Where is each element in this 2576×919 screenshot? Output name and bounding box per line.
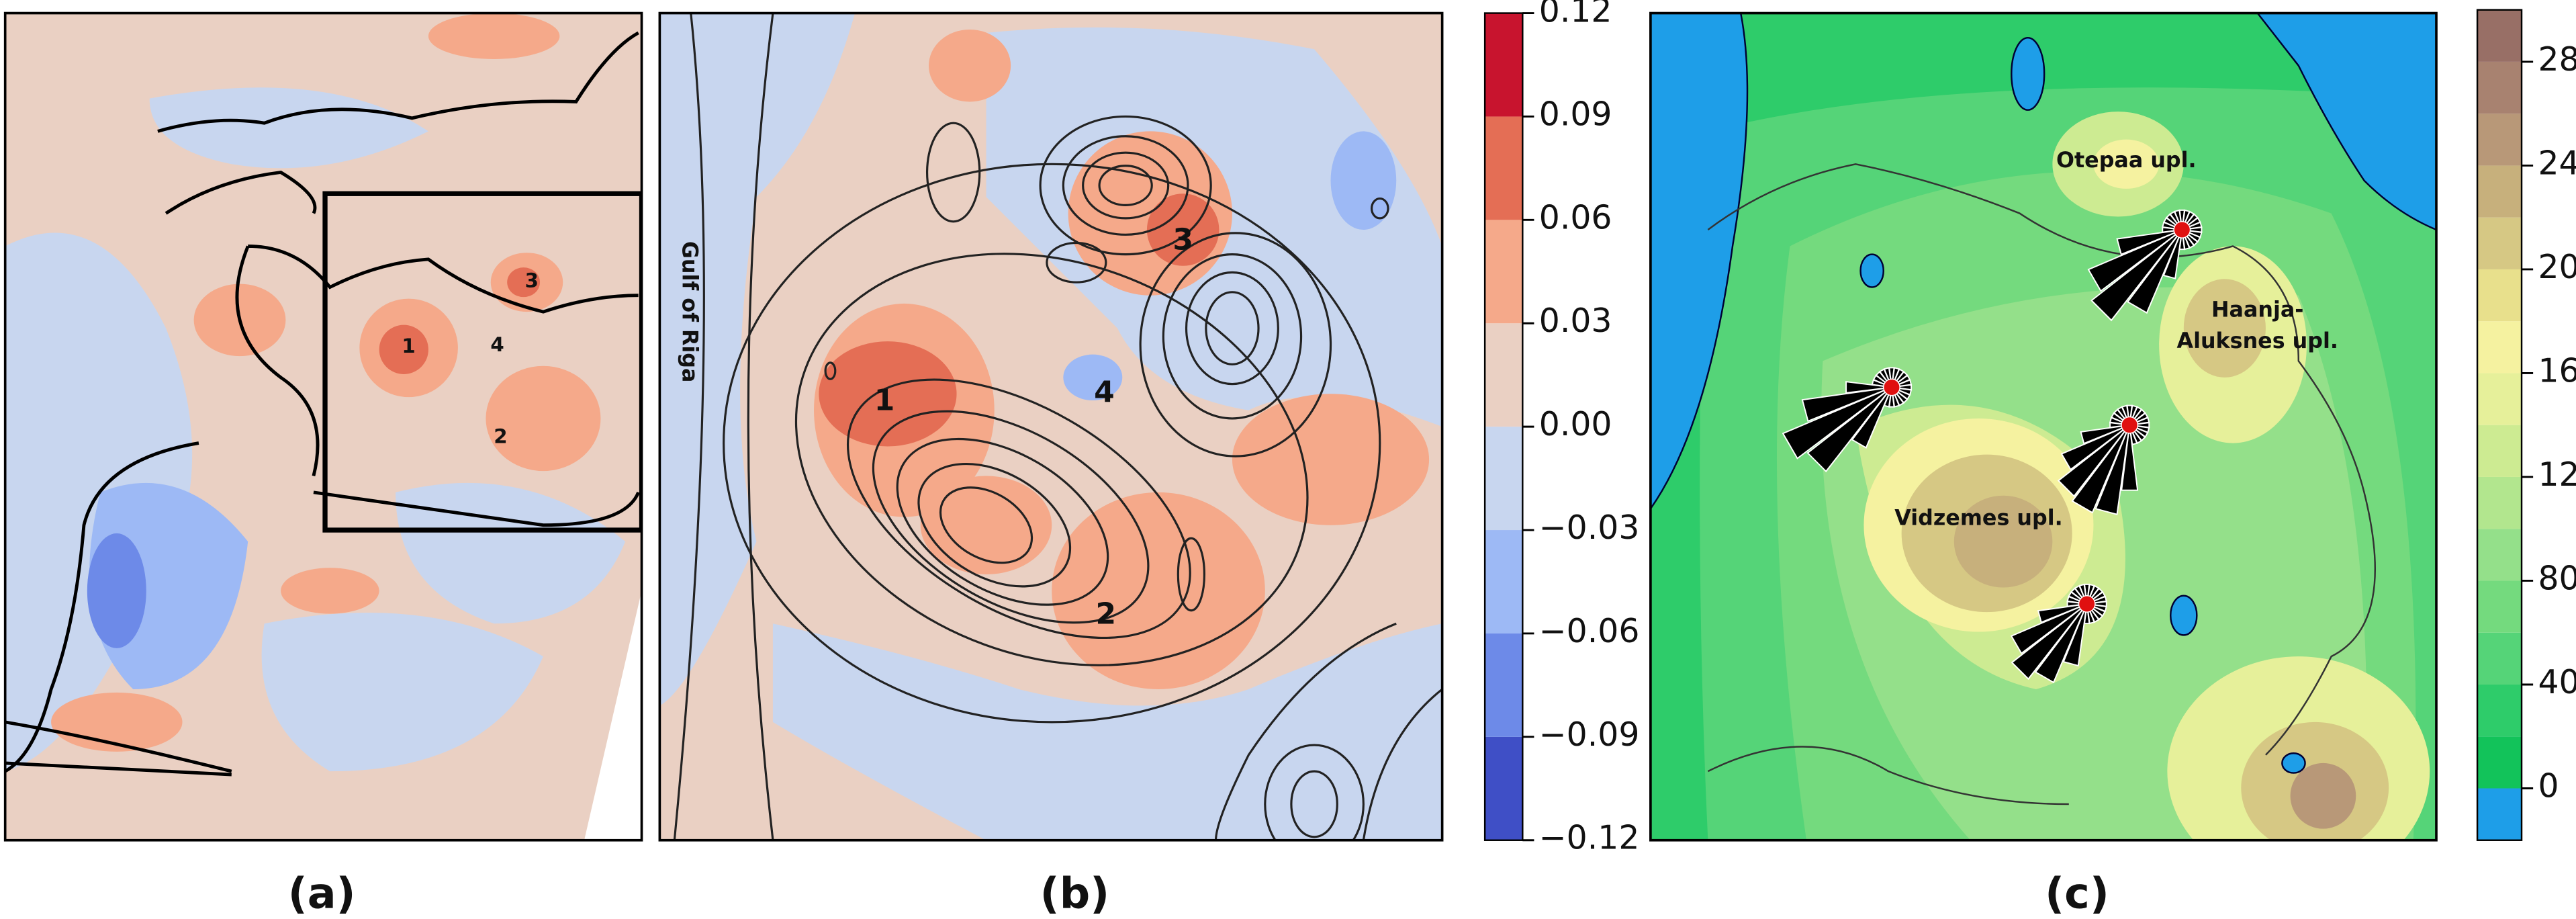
rose-petal <box>2090 229 2183 322</box>
site-label: 3 <box>525 269 539 292</box>
color-bin <box>2477 321 2522 374</box>
tick-label: 0.00 <box>1539 405 1612 443</box>
site-label: 2 <box>1096 597 1117 631</box>
tick-label: 0.06 <box>1539 198 1612 236</box>
rose-petal <box>2080 424 2130 445</box>
color-bin <box>2477 425 2522 477</box>
site-label: 4 <box>1094 376 1115 410</box>
rose-petal <box>1845 381 1892 394</box>
rose-petal <box>2037 603 2088 623</box>
color-bin <box>2477 736 2522 789</box>
colorbar: 0 40 80 120 160 200 240 280 <box>2476 9 2576 841</box>
tick-label: 80 <box>2538 559 2576 597</box>
site-label: 1 <box>874 384 895 418</box>
upland-label: Otepaa upl. <box>2056 148 2197 173</box>
color-bin <box>1485 530 1523 633</box>
tick-label: 0.03 <box>1539 302 1612 340</box>
rose-petal <box>2034 603 2088 684</box>
color-bin <box>1485 220 1523 324</box>
color-bin <box>2477 61 2522 114</box>
color-bin <box>2477 684 2522 737</box>
rose-petal <box>2116 229 2182 255</box>
rose-petal <box>2087 229 2182 292</box>
color-bin <box>2477 217 2522 269</box>
rose-petal <box>2057 424 2130 498</box>
color-bin <box>1485 323 1523 427</box>
color-bin <box>2477 529 2522 581</box>
color-bin <box>1485 633 1523 737</box>
upland-label: Haanja- <box>2211 298 2304 322</box>
frame <box>658 11 1444 842</box>
rose-petal <box>1801 386 1892 423</box>
rose-petal <box>1782 386 1892 460</box>
color-bin <box>1485 736 1523 840</box>
tick-label: 160 <box>2538 351 2576 390</box>
tick-label: 280 <box>2538 40 2576 79</box>
color-bin <box>1485 13 1523 117</box>
frame <box>1649 11 2438 842</box>
color-bin <box>2477 476 2522 529</box>
panel-caption: (a) <box>288 868 356 918</box>
rose-center <box>2173 221 2191 238</box>
panel-caption: (c) <box>2045 868 2109 918</box>
rose-petal <box>1806 386 1892 473</box>
upland-label: Aluksnes upl. <box>2177 329 2338 353</box>
upland-label: Vidzemes upl. <box>1894 507 2062 531</box>
rose-center <box>2121 416 2139 434</box>
rose-petal <box>2071 425 2131 514</box>
rose-center <box>1883 378 1900 396</box>
color-bin <box>2477 580 2522 633</box>
color-bin <box>2477 632 2522 685</box>
map-b <box>659 13 1442 840</box>
wind-roses <box>1782 209 2203 684</box>
colorbar-frame <box>2476 9 2523 841</box>
site-label: 2 <box>494 425 507 448</box>
tick-label: −0.12 <box>1539 819 1640 857</box>
color-bin <box>2477 9 2522 62</box>
color-bin <box>1485 427 1523 531</box>
site-label: 4 <box>490 333 504 356</box>
site-label: 1 <box>402 335 415 357</box>
panel-caption: (b) <box>1040 868 1110 918</box>
site-label: 3 <box>1172 222 1193 257</box>
rose-petal <box>2095 425 2131 515</box>
color-bin <box>2477 373 2522 425</box>
color-bin <box>2477 114 2522 166</box>
color-bin <box>2477 165 2522 218</box>
map-a <box>5 13 642 840</box>
rose-center <box>2078 595 2096 613</box>
tick-label: −0.09 <box>1539 715 1640 754</box>
tick-label: −0.03 <box>1539 509 1640 547</box>
tick-label: −0.06 <box>1539 612 1640 650</box>
rose-petal <box>2011 603 2088 681</box>
tick-label: 240 <box>2538 144 2576 182</box>
tick-label: 200 <box>2538 248 2576 286</box>
colorbar: −0.12 −0.09 −0.06 −0.03 0.00 0.03 0.06 0.09 0.12 <box>1483 0 1640 857</box>
water-label: Gulf of Riga <box>678 241 702 383</box>
frame <box>3 11 643 842</box>
tick-label: 0.12 <box>1539 0 1612 30</box>
map-c <box>1650 13 2437 840</box>
color-bin <box>2477 788 2522 840</box>
tick-label: 0 <box>2538 767 2559 805</box>
color-bin <box>1485 116 1523 220</box>
tick-label: 120 <box>2538 455 2576 494</box>
color-bin <box>2477 269 2522 322</box>
rose-petal <box>2127 229 2183 314</box>
tick-label: 0.09 <box>1539 95 1612 133</box>
rose-petal <box>2010 603 2088 654</box>
tick-label: 40 <box>2538 663 2576 701</box>
